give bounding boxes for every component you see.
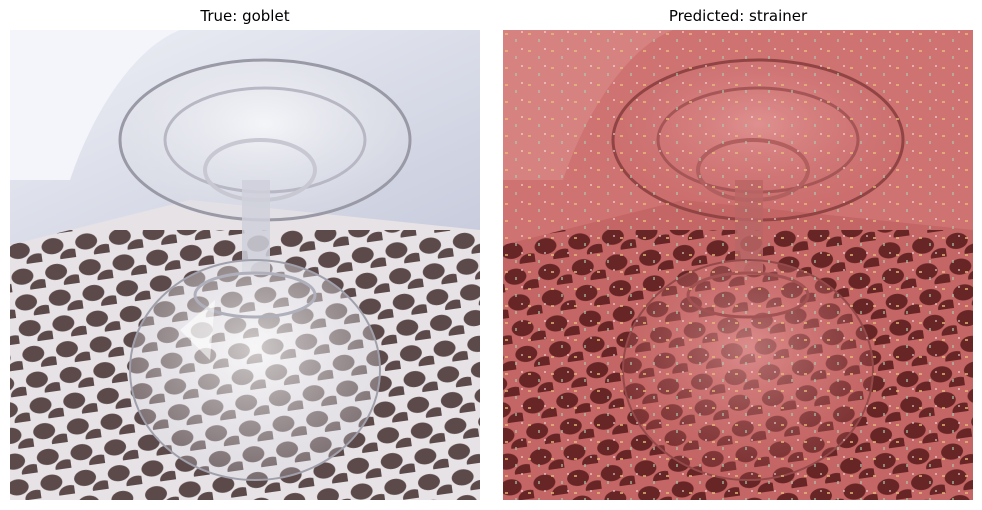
predicted-label-title: Predicted: strainer (668, 7, 808, 25)
goblet-photo (10, 30, 480, 500)
true-label-title: True: goblet (200, 7, 290, 25)
goblet-heatmap-photo (503, 30, 973, 500)
original-image (10, 30, 480, 500)
saliency-overlay-image (503, 30, 973, 500)
